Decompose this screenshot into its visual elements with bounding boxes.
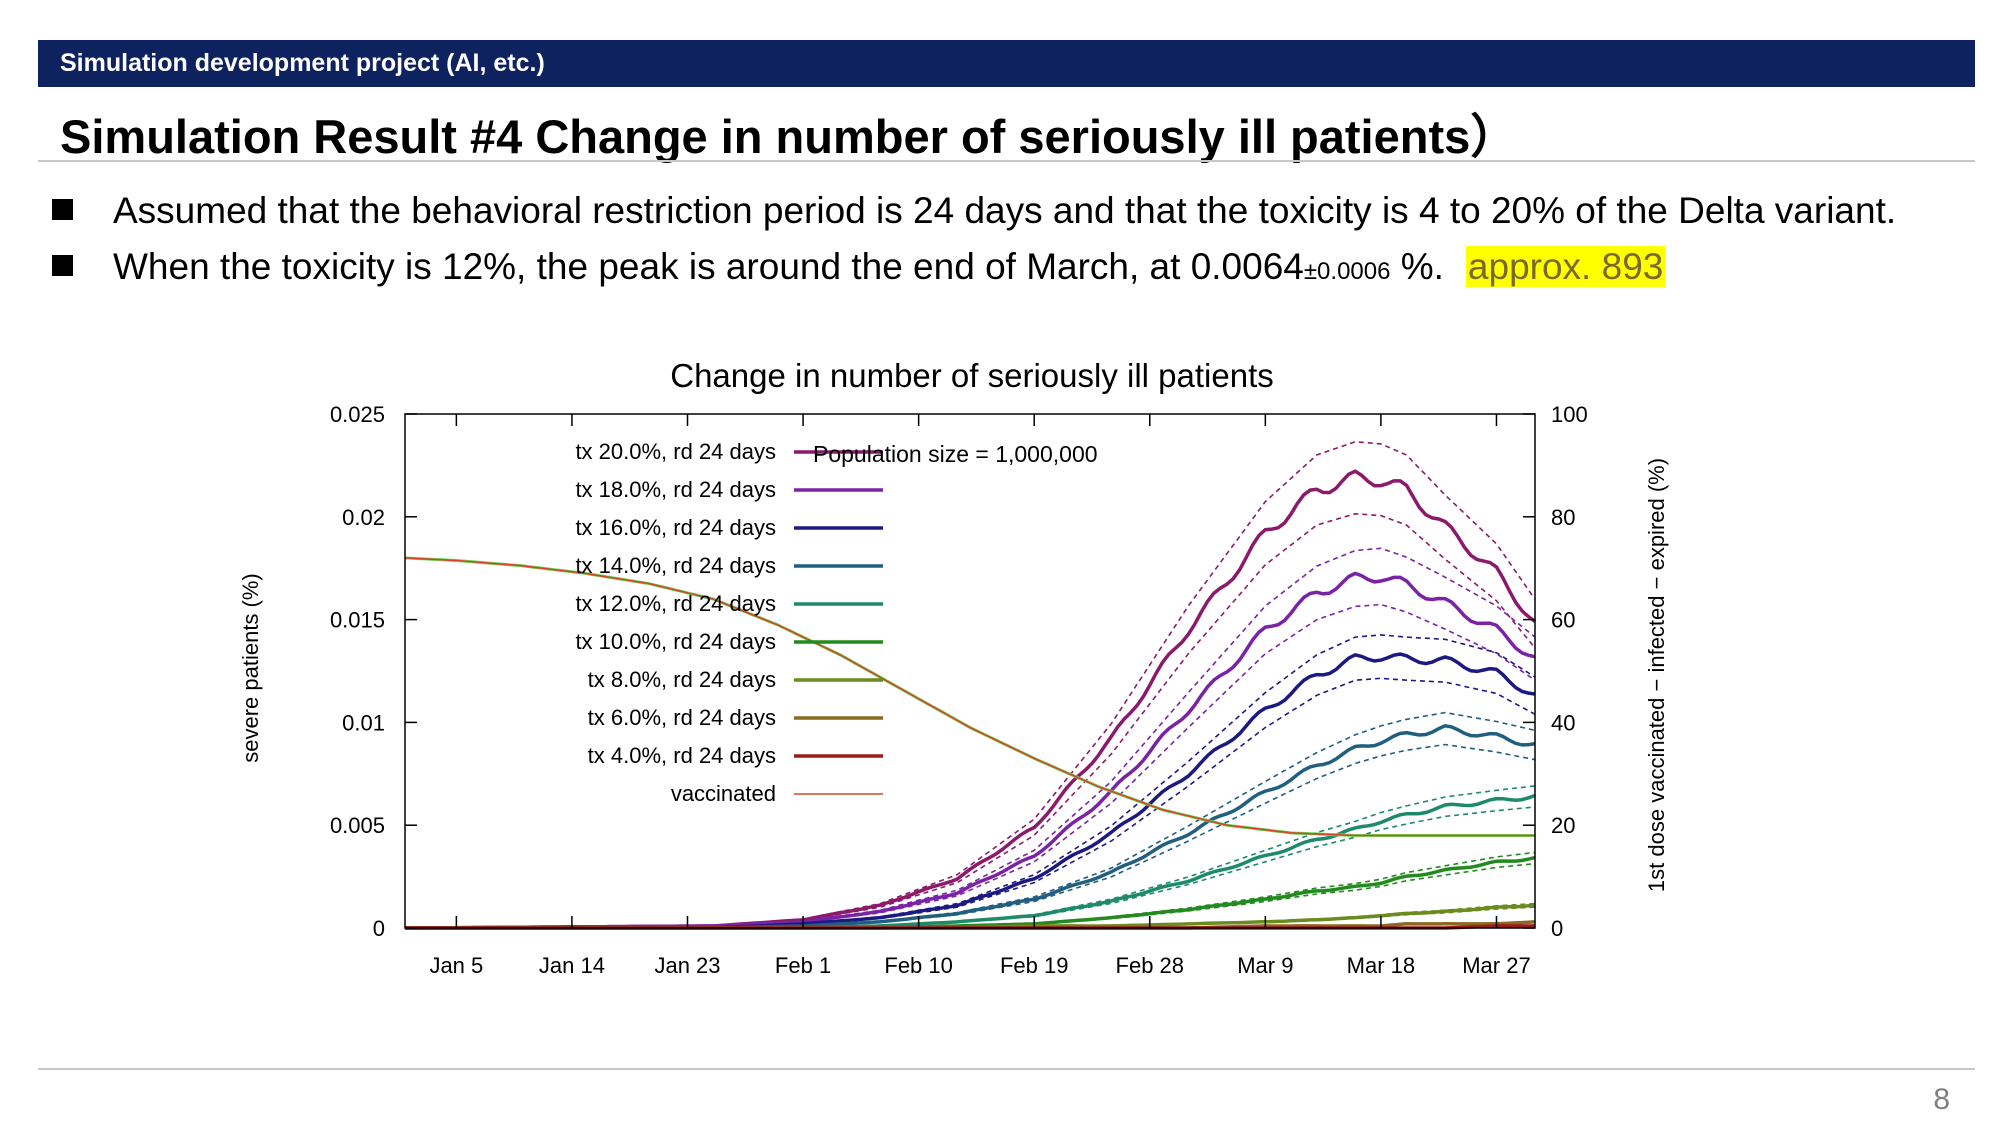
banner-text: Simulation development project (AI, etc.…: [60, 49, 545, 77]
population-annotation: Population size = 1,000,000: [813, 441, 1098, 467]
legend-label: tx 12.0%, rd 24 days: [575, 591, 776, 616]
x-tick-label: Jan 14: [539, 953, 605, 978]
y-tick-label: 0: [373, 916, 385, 941]
y2-axis-label: 1st dose vaccinated − infected − expired…: [1644, 458, 1669, 892]
x-tick-label: Jan 23: [654, 953, 720, 978]
bullet-item-2: When the toxicity is 12%, the peak is ar…: [52, 244, 2000, 300]
legend-layer: tx 20.0%, rd 24 days tx 18.0%, rd 24 days…: [575, 439, 883, 806]
x-tick-label: Mar 18: [1347, 953, 1415, 978]
title-divider: [38, 160, 1975, 162]
y-tick-label: 0.025: [330, 402, 385, 427]
series-5-upper-band: [405, 785, 1536, 929]
header-banner: Simulation development project (AI, etc.…: [38, 40, 1975, 87]
series-5-line: [405, 793, 1536, 930]
plot-frame: [404, 413, 1536, 929]
x-tick-label: Jan 5: [429, 953, 483, 978]
square-bullet-icon: [52, 255, 73, 276]
series-2-line: [405, 571, 1536, 930]
legend-label: vaccinated: [671, 781, 776, 806]
series-vaccinated-line: [404, 557, 1535, 837]
square-bullet-icon: [52, 199, 73, 220]
slide-title: Simulation Result #4 Change in number of…: [60, 110, 1518, 163]
y2-tick-label: 80: [1551, 505, 1575, 530]
legend-label: tx 4.0%, rd 24 days: [588, 743, 776, 768]
y-tick-label: 0.01: [342, 710, 385, 735]
x-tick-label: Feb 1: [775, 953, 831, 978]
legend-label: tx 20.0%, rd 24 days: [575, 439, 776, 464]
bullet-text-2: When the toxicity is 12%, the peak is ar…: [113, 246, 1666, 288]
y-tick-label: 0.005: [330, 813, 385, 838]
bullet-2-main: When the toxicity is 12%, the peak is ar…: [113, 246, 1304, 287]
highlight-estimate: approx. 893: [1465, 246, 1666, 287]
x-tick-label: Feb 19: [1000, 953, 1069, 978]
x-tick-label: Mar 9: [1237, 953, 1293, 978]
legend-label: tx 14.0%, rd 24 days: [575, 553, 776, 578]
y-axis-label: severe patients (%): [238, 573, 263, 763]
bullet-item-1: Assumed that the behavioral restriction …: [52, 188, 2000, 244]
y-tick-label: 0.02: [342, 505, 385, 530]
legend-label: tx 18.0%, rd 24 days: [575, 477, 776, 502]
legend-label: tx 8.0%, rd 24 days: [588, 667, 776, 692]
bullet-list: Assumed that the behavioral restriction …: [52, 188, 2000, 300]
series-4-upper-band: [405, 711, 1536, 929]
footer-divider: [38, 1068, 1975, 1070]
series-1-lower-band: [405, 512, 1536, 929]
x-tick-label: Feb 28: [1116, 953, 1185, 978]
series-2-upper-band: [405, 547, 1536, 929]
series-2-lower-band: [405, 603, 1536, 929]
bullet-2-plusminus: ±0.0006: [1303, 258, 1391, 285]
x-tick-label: Mar 27: [1462, 953, 1530, 978]
legend-label: tx 10.0%, rd 24 days: [575, 629, 776, 654]
bullet-text-1: Assumed that the behavioral restriction …: [113, 190, 1897, 231]
page-number: 8: [1933, 1083, 1950, 1116]
chart-title: Change in number of seriously ill patien…: [670, 357, 1274, 394]
legend-label: tx 6.0%, rd 24 days: [588, 705, 776, 730]
y2-tick-label: 20: [1551, 813, 1575, 838]
bullet-2-unit: %.: [1390, 246, 1444, 287]
axes-layer: 0 0.005 0.01 0.015 0.02 0.025 0 20 40 60 80 100 Jan …: [330, 402, 1588, 978]
y2-tick-label: 100: [1551, 402, 1588, 427]
y-tick-label: 0.015: [330, 608, 385, 633]
y2-tick-label: 0: [1551, 916, 1563, 941]
legend-label: tx 16.0%, rd 24 days: [575, 515, 776, 540]
y2-tick-label: 40: [1551, 710, 1575, 735]
x-tick-label: Feb 10: [884, 953, 953, 978]
y2-tick-label: 60: [1551, 608, 1575, 633]
